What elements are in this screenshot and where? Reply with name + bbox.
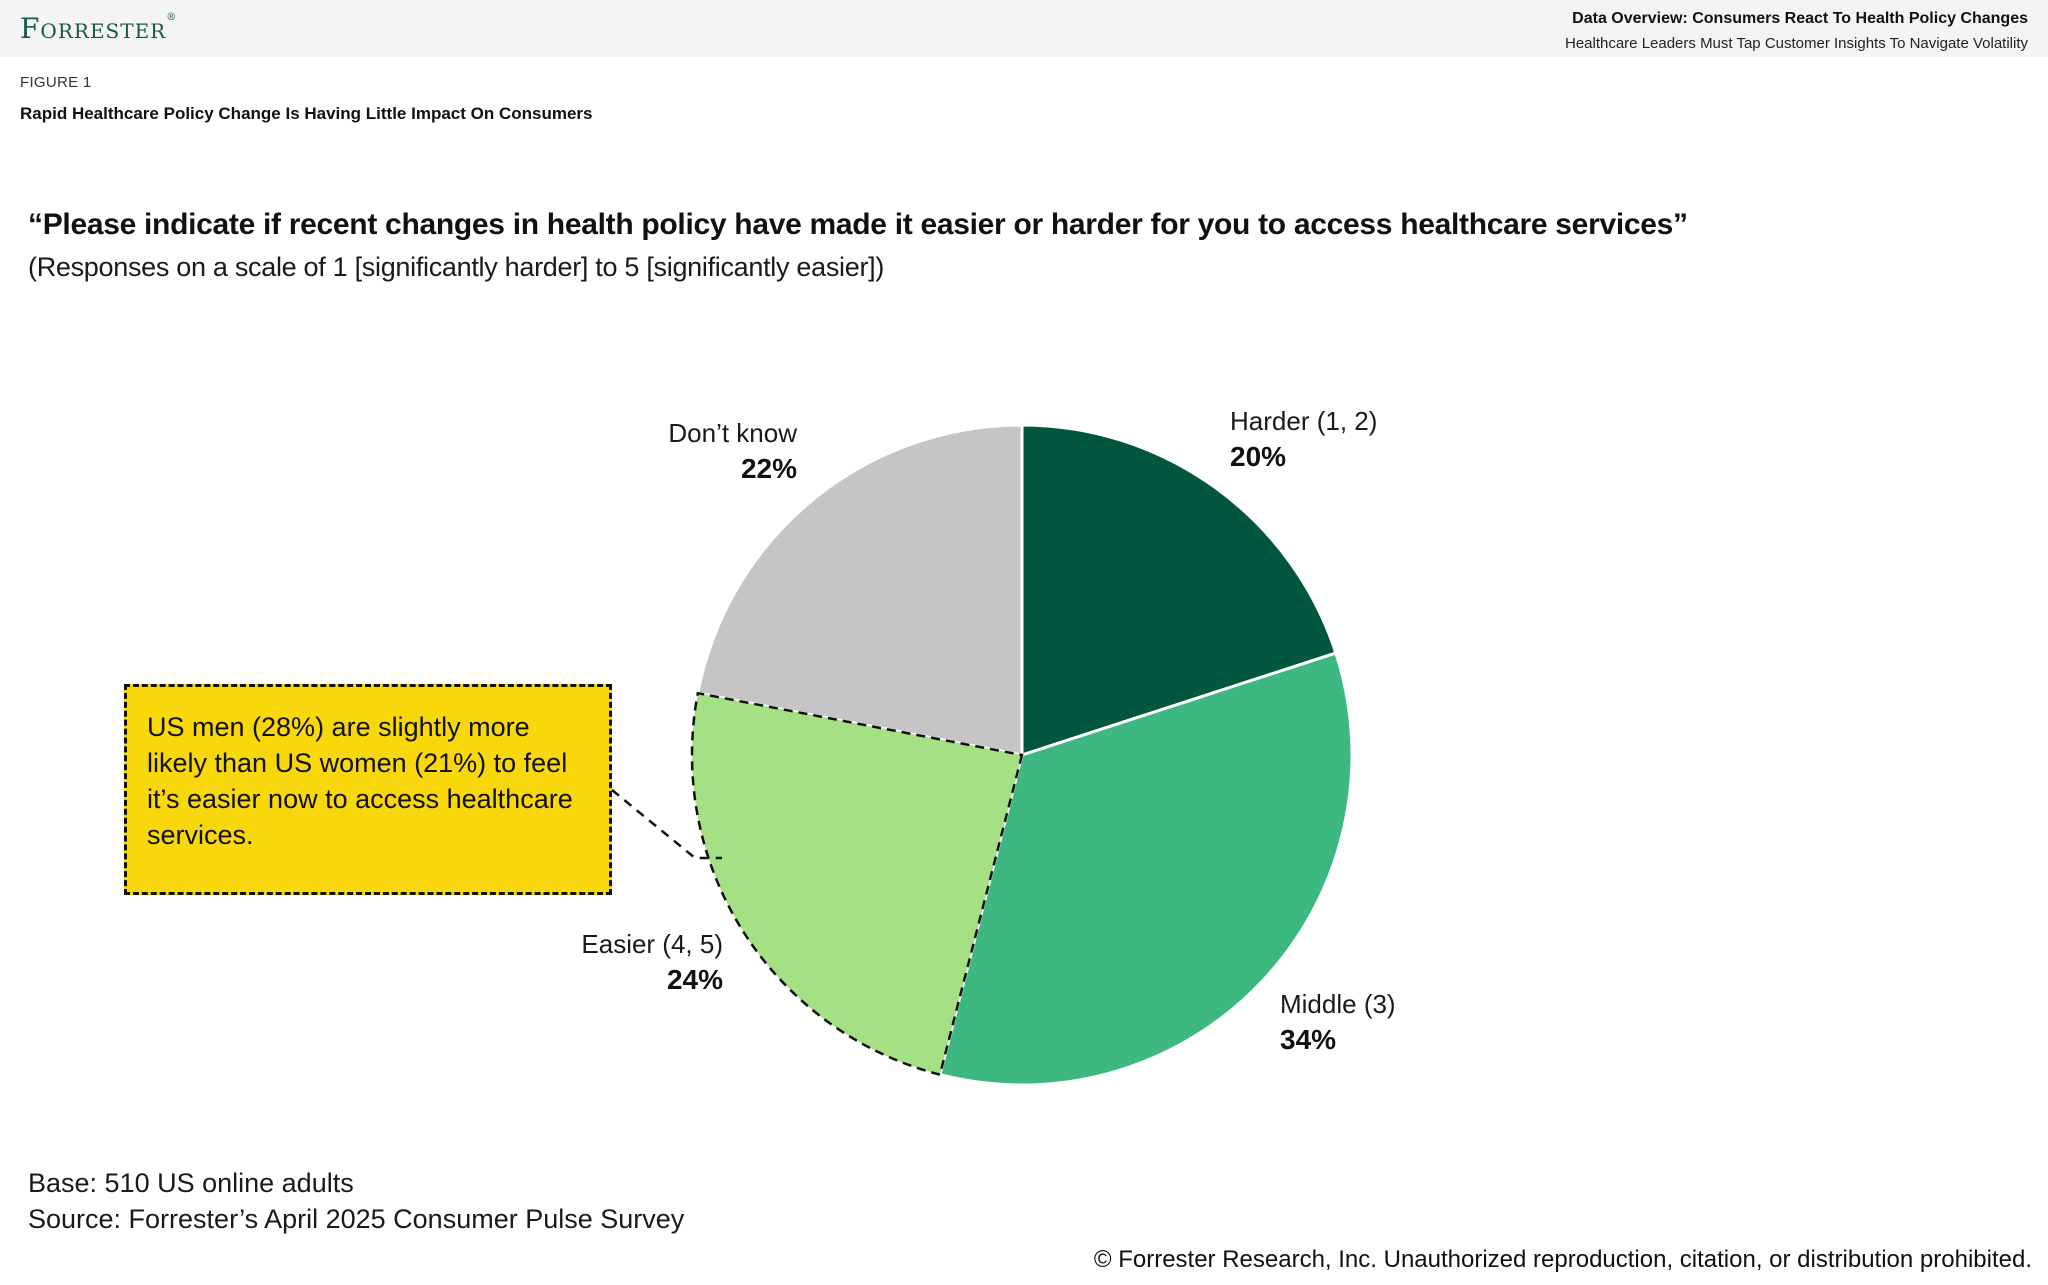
pie-slice-0 — [1020, 423, 1338, 758]
pie-slice-1 — [938, 651, 1354, 1087]
slice-label-middle-text: Middle (3) — [1280, 989, 1396, 1019]
slice-label-dontknow-pct: 22% — [740, 453, 797, 484]
footnotes: Base: 510 US online adults Source: Forre… — [28, 1165, 684, 1237]
copyright-note: © Forrester Research, Inc. Unauthorized … — [1093, 1246, 2032, 1273]
slice-label-middle: Middle (3) 34% — [1280, 986, 1396, 1058]
slice-label-harder-pct: 20% — [1230, 441, 1287, 472]
pie-slice-3 — [696, 423, 1024, 757]
slice-label-dontknow-text: Don’t know — [668, 418, 797, 448]
source-note: Source: Forrester’s April 2025 Consumer … — [28, 1204, 685, 1234]
header-right: Data Overview: Consumers React To Health… — [1565, 6, 2028, 56]
document-subtitle: Healthcare Leaders Must Tap Customer Ins… — [1564, 35, 2028, 52]
registered-mark: ® — [166, 12, 178, 23]
pie-slice-dashed-outline — [690, 691, 1024, 1077]
base-note: Base: 510 US online adults — [28, 1168, 354, 1198]
slice-label-harder: Harder (1, 2) 20% — [1230, 403, 1377, 475]
slice-label-easier-text: Easier (4, 5) — [581, 929, 723, 959]
question-quote: “Please indicate if recent changes in he… — [28, 208, 1688, 241]
forrester-logo-text: Forrester — [20, 12, 167, 45]
callout-leader-line — [611, 789, 722, 860]
slice-label-middle-pct: 34% — [1280, 1024, 1337, 1055]
header-band — [0, 0, 2048, 57]
pie-chart-svg — [690, 423, 1354, 1087]
callout-box: US men (28%) are slightly more likely th… — [124, 684, 612, 895]
slice-label-easier: Easier (4, 5) 24% — [480, 926, 723, 998]
question-scale-note: (Responses on a scale of 1 [significantl… — [28, 252, 885, 282]
pie-chart — [682, 415, 1362, 1095]
slice-label-dontknow: Don’t know 22% — [560, 415, 797, 487]
slice-label-harder-text: Harder (1, 2) — [1230, 406, 1378, 436]
forrester-logo: Forrester® — [20, 12, 177, 45]
figure-label: FIGURE 1 — [20, 74, 92, 91]
figure-title: Rapid Healthcare Policy Change Is Having… — [20, 104, 593, 123]
document-title: Data Overview: Consumers React To Health… — [1572, 10, 2028, 27]
callout-text: US men (28%) are slightly more likely th… — [147, 712, 573, 850]
slice-label-easier-pct: 24% — [666, 964, 723, 995]
